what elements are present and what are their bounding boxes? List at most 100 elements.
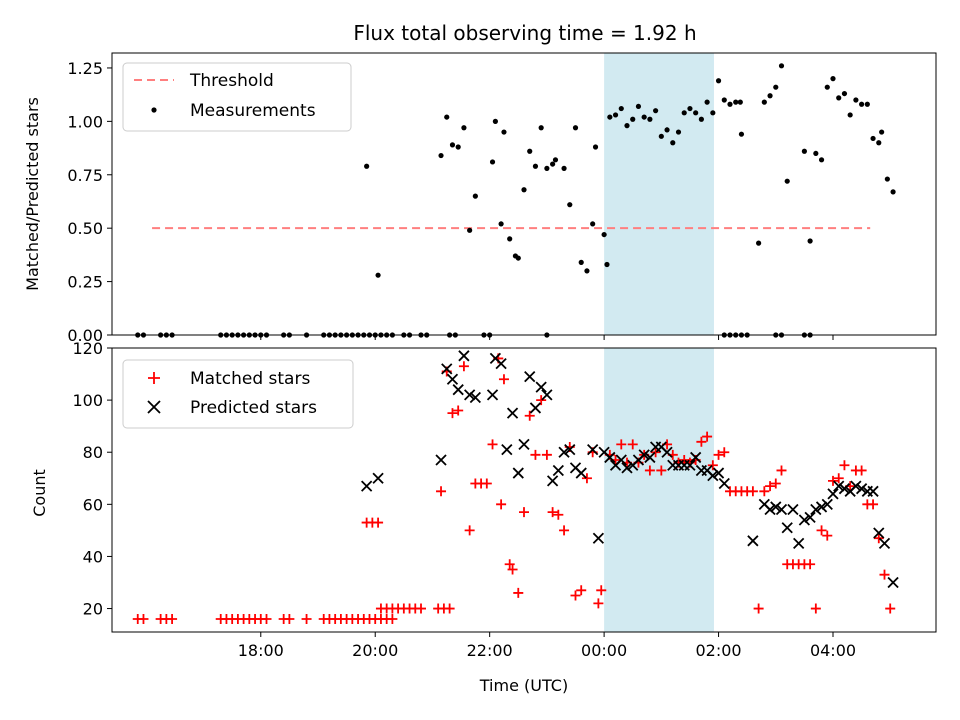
measurement-point	[604, 261, 610, 268]
measurement-point	[635, 103, 642, 110]
y-tick-label: 80	[83, 443, 103, 462]
measurement-point	[521, 187, 527, 193]
measurement-point	[544, 165, 550, 171]
predicted-star-point	[529, 402, 542, 414]
matched-star-point	[719, 447, 730, 458]
matched-star-point	[447, 408, 458, 419]
measurement-point	[618, 105, 624, 112]
legend-box	[122, 62, 352, 132]
predicted-star-point	[464, 389, 476, 401]
matched-star-point	[167, 613, 178, 624]
predicted-star-point	[712, 467, 725, 479]
predicted-star-point	[718, 477, 730, 490]
measurement-point	[890, 189, 896, 195]
measurement-point	[813, 150, 819, 157]
measurement-point	[375, 272, 381, 278]
predicted-star-point	[781, 522, 793, 534]
count-x-ticks: 18:00 20:00 22:00 00:00 02:00 04:00	[238, 632, 856, 660]
highlight-span-rect	[604, 53, 714, 335]
matched-star-point	[805, 559, 816, 570]
matched-star-point	[487, 439, 498, 450]
matched-star-point	[553, 509, 564, 520]
legend-threshold-label: Threshold	[189, 71, 274, 91]
matched-star-point	[810, 603, 821, 614]
matched-star-point	[373, 517, 384, 528]
matched-star-point	[873, 533, 884, 544]
matched-star-point	[524, 410, 535, 421]
measurement-point	[710, 110, 716, 116]
matched-star-point	[547, 507, 558, 518]
measurement-point	[687, 105, 693, 112]
measurement-point	[859, 101, 865, 107]
predicted-star-point	[361, 480, 373, 492]
measurement-point	[761, 99, 767, 105]
measurement-point	[853, 97, 859, 103]
ratio-panel: 0.00 0.25 0.50 0.75 1.00 1.25 Matched/Predict…	[23, 52, 937, 345]
x-tick-label: 22:00	[467, 641, 513, 660]
measurement-point	[449, 142, 456, 148]
matched-star-point	[765, 481, 776, 492]
predicted-star-point	[815, 501, 828, 513]
matched-star-point	[707, 460, 718, 471]
observing-window-span	[604, 348, 714, 632]
y-tick-label: 1.25	[67, 59, 103, 78]
predicted-star-point	[747, 535, 759, 547]
predicted-star-point	[486, 389, 499, 401]
y-tick-label: 0.50	[67, 219, 103, 238]
matched-star-point	[559, 525, 570, 536]
matched-star-point	[387, 613, 398, 624]
predicted-star-point	[552, 464, 564, 477]
matched-star-point	[458, 361, 469, 372]
measurement-point	[737, 99, 743, 105]
measurement-point	[727, 101, 733, 107]
predicted-star-point	[518, 438, 530, 451]
ratio-plot-frame	[111, 52, 937, 336]
count-y-ticks: 20 40 60 80 100 120	[72, 339, 112, 619]
measurement-point	[721, 97, 727, 103]
legend-measurement-label: Measurements	[190, 101, 316, 121]
predicted-star-point	[804, 511, 816, 523]
measurement-point	[498, 221, 504, 227]
matched-star-point	[656, 465, 667, 476]
measurement-point	[876, 140, 882, 146]
x-tick-label: 02:00	[696, 641, 742, 660]
predicted-star-point	[469, 391, 481, 404]
matched-star-point	[833, 473, 844, 484]
x-tick-label: 20:00	[352, 641, 398, 660]
matched-star-point	[596, 585, 607, 596]
legend-matched-label: Matched stars	[190, 369, 310, 389]
y-tick-label: 0.75	[67, 166, 103, 185]
measurement-point	[578, 259, 584, 265]
matched-star-point	[530, 449, 541, 460]
matched-star-point	[498, 374, 509, 385]
predicted-star-point	[458, 350, 470, 362]
predicted-star-point	[850, 480, 862, 492]
predicted-star-point	[558, 446, 570, 458]
measurement-point	[756, 240, 762, 246]
predicted-star-point	[372, 472, 384, 484]
x-tick-label: 04:00	[810, 641, 856, 660]
matched-star-point	[627, 439, 638, 450]
count-points	[132, 350, 899, 624]
measurement-point	[444, 114, 450, 120]
measurement-point	[461, 125, 467, 131]
measurement-point	[801, 148, 807, 154]
matched-star-point	[513, 587, 524, 598]
matched-star-point	[436, 486, 447, 497]
matched-star-point	[679, 455, 690, 466]
predicted-star-point	[793, 537, 805, 550]
measurement-point	[455, 144, 461, 150]
measurement-point	[658, 133, 664, 139]
matched-star-point	[776, 465, 787, 476]
predicted-star-point	[575, 467, 587, 479]
predicted-star-point	[592, 532, 605, 544]
measurement-point	[693, 110, 699, 116]
predicted-star-point	[615, 454, 627, 466]
matched-star-point	[713, 449, 724, 460]
matched-star-point	[261, 613, 272, 624]
legend-measurement-swatch	[151, 107, 157, 113]
measurement-point	[864, 101, 870, 107]
measurement-point	[879, 129, 885, 135]
predicted-star-point	[506, 407, 519, 419]
